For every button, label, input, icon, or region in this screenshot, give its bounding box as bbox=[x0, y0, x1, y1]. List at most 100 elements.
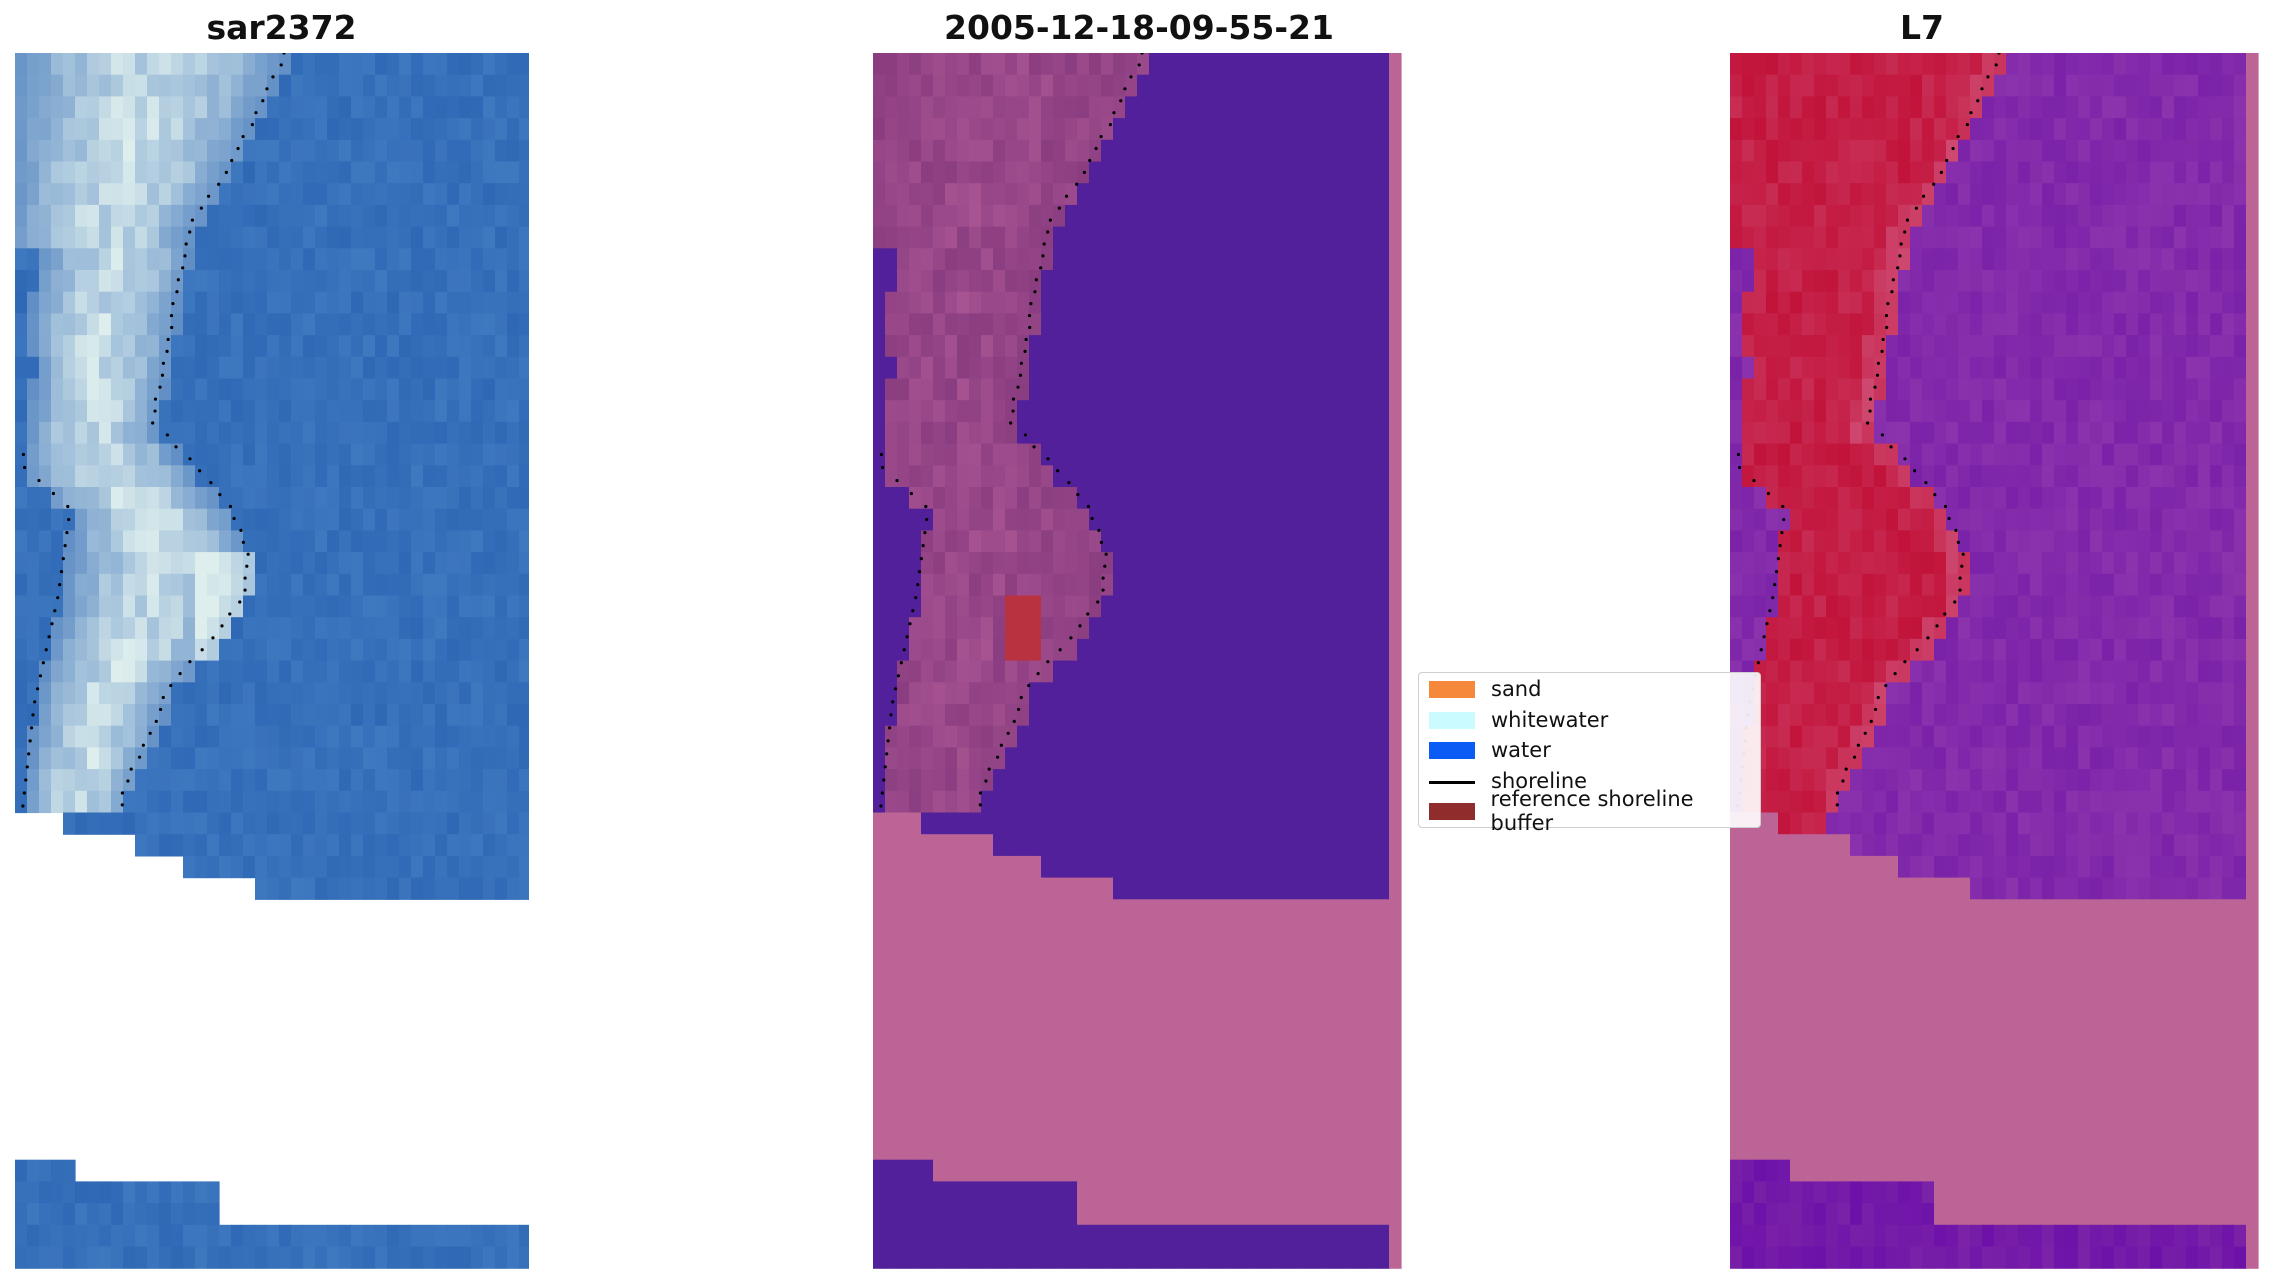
raster-cell bbox=[1898, 291, 1911, 314]
raster-cell bbox=[1982, 226, 1995, 249]
raster-cell bbox=[399, 660, 412, 683]
shoreline-point bbox=[887, 726, 892, 730]
shoreline-point bbox=[250, 123, 254, 127]
raster-cell bbox=[1958, 53, 1971, 76]
raster-cell bbox=[981, 530, 994, 553]
raster-cell bbox=[363, 248, 376, 271]
raster-cell bbox=[1161, 313, 1174, 336]
raster-cell bbox=[63, 595, 76, 618]
raster-cell bbox=[39, 204, 52, 228]
raster-cell bbox=[219, 704, 232, 727]
raster-cell bbox=[1341, 139, 1354, 163]
raster-cell bbox=[1317, 465, 1330, 488]
raster-cell bbox=[159, 74, 172, 97]
raster-cell bbox=[1329, 378, 1342, 401]
raster-cell bbox=[1209, 682, 1222, 705]
raster-cell bbox=[1305, 1203, 1318, 1226]
raster-cell bbox=[1886, 74, 1899, 97]
raster-cell bbox=[1125, 487, 1138, 510]
raster-cell bbox=[1221, 530, 1234, 553]
raster-cell bbox=[159, 747, 172, 770]
raster-cell bbox=[1221, 356, 1234, 380]
raster-cell bbox=[897, 183, 910, 206]
raster-cell bbox=[873, 855, 886, 879]
raster-cell bbox=[27, 595, 40, 618]
raster-cell bbox=[1934, 96, 1947, 119]
shoreline-point bbox=[1041, 254, 1045, 258]
raster-cell bbox=[1017, 899, 1030, 922]
raster-cell bbox=[27, 118, 40, 141]
raster-cell bbox=[339, 313, 352, 336]
raster-cell bbox=[1065, 204, 1078, 228]
raster-cell bbox=[75, 96, 88, 119]
raster-cell bbox=[1209, 790, 1222, 814]
raster-cell bbox=[1245, 226, 1258, 249]
raster-cell bbox=[279, 74, 292, 97]
raster-cell bbox=[1269, 1051, 1282, 1074]
raster-cell bbox=[1269, 118, 1282, 141]
raster-cell bbox=[1113, 400, 1126, 423]
raster-cell bbox=[111, 335, 124, 358]
raster-cell bbox=[1838, 96, 1851, 119]
raster-cell bbox=[1005, 1224, 1018, 1248]
raster-cell bbox=[1161, 899, 1174, 922]
raster-cell bbox=[1113, 638, 1126, 662]
raster-cell bbox=[447, 291, 460, 314]
raster-cell bbox=[327, 508, 340, 531]
raster-cell bbox=[1029, 1138, 1042, 1161]
raster-cell bbox=[1053, 1007, 1066, 1031]
raster-cell bbox=[2222, 183, 2235, 206]
raster-cell bbox=[933, 313, 946, 336]
raster-cell bbox=[1053, 204, 1066, 228]
raster-cell bbox=[1029, 400, 1042, 423]
raster-cell bbox=[195, 552, 208, 575]
raster-cell bbox=[63, 682, 76, 705]
raster-cell bbox=[123, 617, 136, 640]
raster-cell bbox=[1149, 530, 1162, 553]
raster-cell bbox=[195, 1181, 208, 1204]
raster-cell bbox=[1101, 1224, 1114, 1248]
raster-cell bbox=[1221, 508, 1234, 531]
raster-cell bbox=[2186, 226, 2199, 249]
raster-cell bbox=[387, 291, 400, 314]
raster-cell bbox=[1754, 53, 1767, 76]
raster-cell bbox=[351, 183, 364, 206]
raster-cell bbox=[387, 421, 400, 445]
raster-cell bbox=[303, 638, 316, 662]
raster-cell bbox=[459, 877, 472, 900]
raster-cell bbox=[1317, 508, 1330, 531]
raster-cell bbox=[1269, 855, 1282, 879]
raster-cell bbox=[1089, 378, 1102, 401]
raster-cell bbox=[495, 855, 508, 879]
shoreline-point bbox=[188, 230, 192, 234]
raster-cell bbox=[1874, 204, 1887, 228]
raster-cell bbox=[1017, 1072, 1030, 1096]
raster-cell bbox=[933, 183, 946, 206]
raster-cell bbox=[51, 161, 64, 184]
raster-cell bbox=[63, 812, 76, 835]
raster-cell bbox=[1257, 595, 1270, 618]
raster-cell bbox=[75, 812, 88, 835]
raster-cell bbox=[1802, 161, 1815, 184]
raster-cell bbox=[1161, 921, 1174, 944]
raster-cell bbox=[351, 356, 364, 380]
raster-cell bbox=[471, 638, 484, 662]
raster-cell bbox=[111, 139, 124, 163]
raster-cell bbox=[933, 487, 946, 510]
raster-cell bbox=[375, 248, 388, 271]
raster-cell bbox=[1077, 248, 1090, 271]
raster-cell bbox=[1269, 1138, 1282, 1161]
raster-cell bbox=[1742, 96, 1755, 119]
shoreline-point bbox=[21, 452, 25, 457]
raster-cell bbox=[87, 530, 100, 553]
raster-cell bbox=[1077, 1246, 1090, 1269]
raster-cell bbox=[1317, 183, 1330, 206]
raster-cell bbox=[1293, 1094, 1306, 1117]
raster-cell bbox=[1293, 1181, 1306, 1204]
raster-cell bbox=[945, 617, 958, 640]
raster-cell bbox=[969, 248, 982, 271]
raster-cell bbox=[1305, 204, 1318, 228]
raster-cell bbox=[1365, 552, 1378, 575]
raster-cell bbox=[495, 356, 508, 380]
raster-cell bbox=[135, 725, 148, 748]
